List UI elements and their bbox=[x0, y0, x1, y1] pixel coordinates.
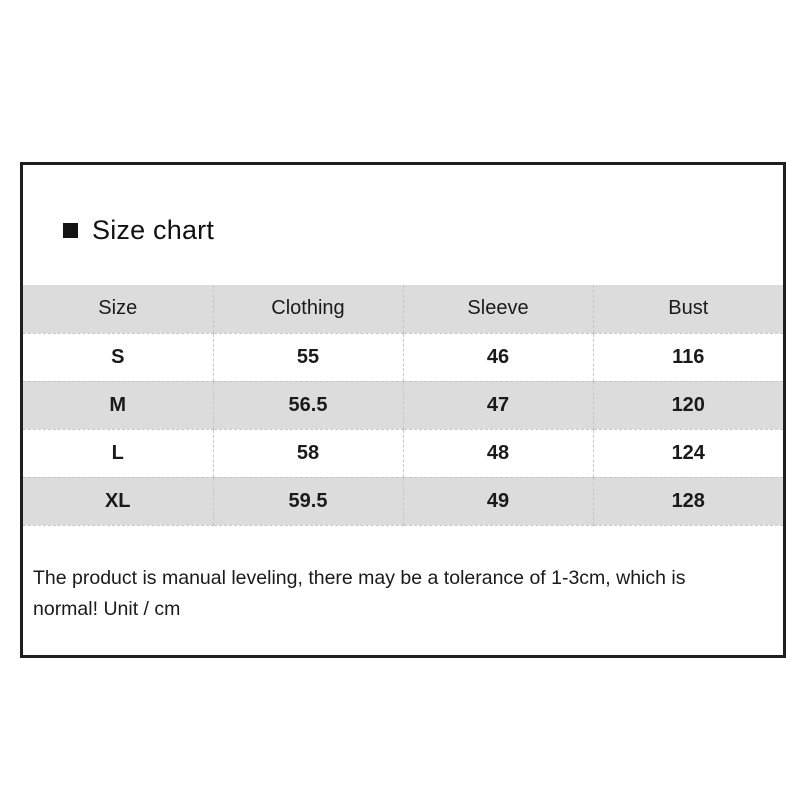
cell-sleeve: 47 bbox=[402, 381, 593, 430]
column-header-clothing: Clothing bbox=[212, 285, 403, 334]
size-table-body: S 55 46 116 M 56.5 47 120 L 58 48 124 XL… bbox=[23, 333, 783, 526]
table-header-row: Size Clothing Sleeve Bust bbox=[23, 285, 783, 334]
footnote-line-1: The product is manual leveling, there ma… bbox=[33, 567, 686, 589]
square-bullet-icon bbox=[63, 223, 78, 238]
size-chart-title: Size chart bbox=[63, 215, 214, 246]
footnote-line-2: normal! Unit / cm bbox=[33, 598, 181, 620]
table-row-l: L 58 48 124 bbox=[23, 429, 783, 478]
size-table-header: Size Clothing Sleeve Bust bbox=[23, 285, 783, 334]
cell-bust: 124 bbox=[592, 429, 783, 478]
table-row-m: M 56.5 47 120 bbox=[23, 381, 783, 430]
cell-clothing: 58 bbox=[212, 429, 403, 478]
cell-bust: 128 bbox=[592, 477, 783, 526]
size-chart-title-label: Size chart bbox=[92, 215, 215, 245]
cell-sleeve: 49 bbox=[402, 477, 593, 526]
size-table: Size Clothing Sleeve Bust S 55 46 116 M … bbox=[23, 285, 783, 526]
column-header-sleeve: Sleeve bbox=[402, 285, 593, 334]
cell-sleeve: 46 bbox=[402, 333, 593, 382]
cell-size: M bbox=[23, 381, 213, 430]
tolerance-footnote: The product is manual leveling, there ma… bbox=[33, 563, 753, 625]
cell-size: L bbox=[23, 429, 213, 478]
cell-bust: 116 bbox=[592, 333, 783, 382]
cell-bust: 120 bbox=[592, 381, 783, 430]
cell-clothing: 55 bbox=[212, 333, 403, 382]
cell-clothing: 59.5 bbox=[212, 477, 403, 526]
column-header-size: Size bbox=[23, 285, 213, 334]
cell-clothing: 56.5 bbox=[212, 381, 403, 430]
size-chart-card: Size chart Size Clothing Sleeve Bust S 5… bbox=[20, 162, 786, 658]
table-row-xl: XL 59.5 49 128 bbox=[23, 477, 783, 526]
table-row-s: S 55 46 116 bbox=[23, 333, 783, 382]
cell-sleeve: 48 bbox=[402, 429, 593, 478]
column-header-bust: Bust bbox=[592, 285, 783, 334]
cell-size: S bbox=[23, 333, 213, 382]
cell-size: XL bbox=[23, 477, 213, 526]
